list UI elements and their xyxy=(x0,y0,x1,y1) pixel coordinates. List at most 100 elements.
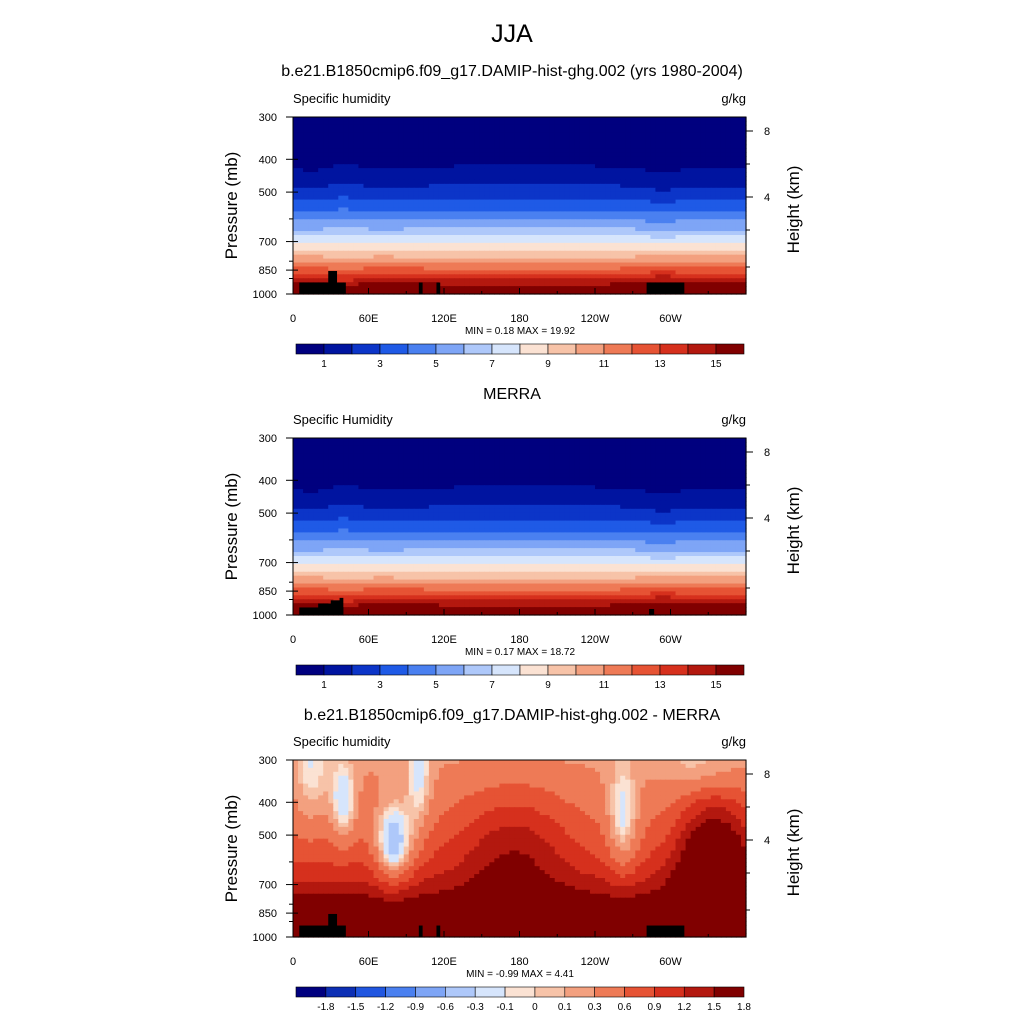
heatmap-cell xyxy=(539,136,546,142)
heatmap-cell xyxy=(690,144,697,150)
heatmap-cell xyxy=(469,179,475,185)
heatmap-cell xyxy=(333,132,339,138)
heatmap-cell xyxy=(544,136,551,142)
heatmap-cell xyxy=(459,266,465,271)
heatmap-cell xyxy=(660,274,667,279)
heatmap-cell xyxy=(685,227,692,232)
heatmap-cell xyxy=(549,128,556,134)
heatmap-cell xyxy=(433,148,440,153)
heatmap-cell xyxy=(554,262,561,268)
heatmap-cell xyxy=(438,179,445,185)
heatmap-cell xyxy=(459,156,465,161)
heatmap-cell xyxy=(479,246,485,252)
heatmap-cell xyxy=(459,168,465,173)
heatmap-cell xyxy=(655,176,662,181)
heatmap-cell xyxy=(579,187,586,193)
heatmap-cell xyxy=(413,457,420,463)
heatmap-cell xyxy=(655,179,662,185)
heatmap-cell xyxy=(670,258,677,264)
heatmap-cell xyxy=(474,457,480,463)
heatmap-cell xyxy=(710,441,717,447)
heatmap-cell xyxy=(303,120,309,126)
heatmap-cell xyxy=(600,461,606,467)
heatmap-cell xyxy=(564,250,571,256)
heatmap-cell xyxy=(574,207,581,212)
heatmap-cell xyxy=(715,132,722,138)
heatmap-cell xyxy=(675,195,682,201)
heatmap-cell xyxy=(353,211,360,216)
heatmap-cell xyxy=(378,191,385,197)
heatmap-cell xyxy=(554,132,561,138)
heatmap-cell xyxy=(373,262,380,268)
heatmap-cell xyxy=(413,438,420,443)
heatmap-cell xyxy=(740,176,747,181)
heatmap-cell xyxy=(338,124,344,130)
heatmap-cell xyxy=(559,231,566,236)
heatmap-cell xyxy=(539,274,546,279)
heatmap-cell xyxy=(700,215,707,220)
heatmap-cell xyxy=(499,152,505,157)
heatmap-cell xyxy=(700,282,707,287)
heatmap-cell xyxy=(685,132,692,138)
heatmap-cell xyxy=(479,187,485,193)
heatmap-cell xyxy=(685,152,692,157)
heatmap-cell xyxy=(474,441,480,447)
heatmap-cell xyxy=(655,195,662,201)
heatmap-cell xyxy=(524,238,531,244)
heatmap-cell xyxy=(529,132,536,138)
heatmap-cell xyxy=(720,438,727,443)
heatmap-cell xyxy=(685,136,692,142)
heatmap-cell xyxy=(695,457,702,463)
heatmap-cell xyxy=(685,176,692,181)
heatmap-cell xyxy=(524,187,531,193)
heatmap-cell xyxy=(459,219,465,224)
heatmap-cell xyxy=(403,282,410,287)
heatmap-cell xyxy=(589,227,596,232)
heatmap-cell xyxy=(363,124,370,130)
heatmap-cell xyxy=(494,207,500,212)
heatmap-cell xyxy=(328,187,334,193)
heatmap-cell xyxy=(423,140,430,146)
heatmap-cell xyxy=(413,453,420,459)
heatmap-cell xyxy=(645,199,651,205)
heatmap-cell xyxy=(735,258,742,264)
heatmap-cell xyxy=(534,465,541,471)
heatmap-cell xyxy=(323,164,329,169)
heatmap-cell xyxy=(469,148,475,153)
heatmap-cell xyxy=(449,286,455,291)
heatmap-cell xyxy=(378,195,385,201)
heatmap-cell xyxy=(428,274,435,279)
heatmap-cell xyxy=(695,124,702,130)
heatmap-cell xyxy=(398,152,405,157)
heatmap-cell xyxy=(695,441,702,447)
heatmap-cell xyxy=(433,203,440,209)
heatmap-cell xyxy=(615,438,621,443)
heatmap-cell xyxy=(444,457,450,463)
heatmap-cell xyxy=(469,164,475,169)
heatmap-cell xyxy=(655,227,662,232)
heatmap-cell xyxy=(494,242,500,248)
heatmap-cell xyxy=(534,290,541,295)
heatmap-cell xyxy=(514,136,521,142)
heatmap-cell xyxy=(388,449,395,455)
heatmap-cell xyxy=(620,152,626,157)
heatmap-cell xyxy=(735,219,742,224)
heatmap-cell xyxy=(353,282,360,287)
heatmap-cell xyxy=(423,144,430,150)
heatmap-cell xyxy=(730,124,737,130)
heatmap-cell xyxy=(554,219,561,224)
heatmap-cell xyxy=(343,207,349,212)
heatmap-cell xyxy=(403,231,410,236)
heatmap-cell xyxy=(534,140,541,146)
heatmap-cell xyxy=(298,242,304,248)
heatmap-cell xyxy=(293,120,299,126)
heatmap-cell xyxy=(524,231,531,236)
heatmap-cell xyxy=(710,282,717,287)
heatmap-cell xyxy=(720,453,727,459)
heatmap-cell xyxy=(433,469,440,474)
heatmap-cell xyxy=(459,191,465,197)
heatmap-cell xyxy=(640,282,646,287)
heatmap-cell xyxy=(584,449,591,455)
heatmap-cell xyxy=(605,140,611,146)
heatmap-cell xyxy=(660,231,667,236)
